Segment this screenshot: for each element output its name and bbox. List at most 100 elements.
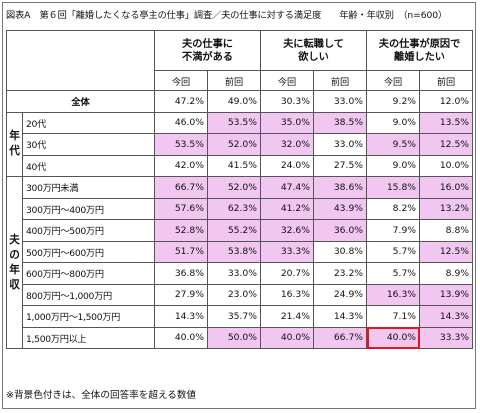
value-cell: 47.4% xyxy=(260,176,314,199)
value-cell: 52.8% xyxy=(154,219,208,242)
value-cell: 16.3% xyxy=(366,283,421,306)
value-cell: 40.0% xyxy=(154,326,208,349)
value-cell: 13.9% xyxy=(419,283,474,306)
row-label: 1,000万円～1,500万円 xyxy=(22,305,155,328)
table-row: 600万円～800万円 36.8% 33.0% 20.7% 23.2% 5.7% 8.9% xyxy=(7,262,474,285)
value-cell: 14.3% xyxy=(419,305,474,328)
column-subheader: 前回 xyxy=(312,70,368,91)
value-cell: 33.0% xyxy=(207,262,261,285)
value-cell: 30.8% xyxy=(312,240,368,263)
value-cell: 35.0% xyxy=(260,111,314,134)
value-cell: 12.5% xyxy=(419,240,474,263)
satisfaction-table: 夫の仕事に 不満がある 夫に転職して 欲しい 夫の仕事が原因で 離婚したい 今回 前回 今回 前回… xyxy=(6,30,474,349)
value-cell: 7.1% xyxy=(366,305,421,328)
value-cell: 10.0% xyxy=(419,154,474,177)
value-cell: 38.6% xyxy=(312,176,368,199)
value-cell: 21.4% xyxy=(260,305,314,328)
value-cell: 8.8% xyxy=(419,219,474,242)
value-cell: 51.7% xyxy=(154,240,208,263)
table-row: 1,000万円～1,500万円 14.3% 35.7% 21.4% 14.3% 7.1% 1… xyxy=(7,305,474,328)
group-label-char: 代 xyxy=(9,145,20,158)
value-cell: 33.3% xyxy=(419,326,474,349)
value-cell: 9.0% xyxy=(366,154,421,177)
column-subheader: 前回 xyxy=(419,70,474,91)
value-cell: 13.5% xyxy=(419,111,474,134)
value-cell: 53.5% xyxy=(154,133,208,156)
value-cell: 32.6% xyxy=(260,219,314,242)
value-cell: 12.0% xyxy=(419,90,474,113)
value-cell: 49.0% xyxy=(207,90,261,113)
group-label-char: の xyxy=(9,248,20,261)
corner-cell xyxy=(6,30,155,91)
value-cell: 52.0% xyxy=(207,133,261,156)
row-label: 20代 xyxy=(22,111,155,134)
value-cell: 5.7% xyxy=(366,240,421,263)
value-cell: 24.0% xyxy=(260,154,314,177)
column-subheader: 今回 xyxy=(154,70,208,91)
row-label: 300万円未満 xyxy=(22,176,155,199)
value-cell: 8.9% xyxy=(419,262,474,285)
column-header: 夫の仕事が原因で 離婚したい xyxy=(366,30,474,71)
value-cell: 14.3% xyxy=(154,305,208,328)
group-label-char: 年 xyxy=(9,130,20,143)
table-row: 300万円～400万円 57.6% 62.3% 41.2% 43.9% 8.2% 13.2% xyxy=(7,197,474,220)
table-row: 年代 20代 46.0% 53.5% 35.0% 38.5% 9.0% 13.5% xyxy=(6,111,474,177)
value-cell: 33.0% xyxy=(312,133,368,156)
figure-title: 図表A 第６回「離婚したくなる亭主の仕事」調査／夫の仕事に対する満足度 年齢・年… xyxy=(6,10,448,21)
value-cell: 53.8% xyxy=(207,240,261,263)
value-cell: 57.6% xyxy=(154,197,208,220)
value-cell: 36.0% xyxy=(312,219,368,242)
table-row: 1,500万円以上 40.0% 50.0% 40.0% 66.7% 40.0% 33.3% xyxy=(7,326,474,349)
value-cell: 7.9% xyxy=(366,219,421,242)
value-cell: 14.3% xyxy=(312,305,368,328)
column-header-line: 夫の仕事に xyxy=(182,38,233,50)
row-label: 500万円～600万円 xyxy=(22,240,155,263)
value-cell: 41.2% xyxy=(260,197,314,220)
row-label: 400万円～500万円 xyxy=(22,219,155,242)
value-cell: 55.2% xyxy=(207,219,261,242)
value-cell: 38.5% xyxy=(312,111,368,134)
footnote: ※背景色付きは、全体の回答率を超える数値 xyxy=(6,390,197,401)
header-row: 夫の仕事に 不満がある 夫に転職して 欲しい 夫の仕事が原因で 離婚したい xyxy=(6,30,474,91)
value-cell: 33.0% xyxy=(312,90,368,113)
row-label: 全体 xyxy=(6,90,155,113)
column-header-line: 離婚したい xyxy=(394,51,445,63)
row-label: 600万円～800万円 xyxy=(22,262,155,285)
table-row: 30代 53.5% 52.0% 32.0% 33.0% 9.5% 12.5% xyxy=(7,133,474,156)
value-cell: 66.7% xyxy=(312,326,368,349)
value-cell: 53.5% xyxy=(207,111,261,134)
group-label-char: 収 xyxy=(9,278,20,291)
value-cell: 27.9% xyxy=(154,283,208,306)
value-cell: 42.0% xyxy=(154,154,208,177)
table-row: 全体 47.2% 49.0% 30.3% 33.0% 9.2% 12.0% xyxy=(6,90,474,113)
value-cell: 47.2% xyxy=(154,90,208,113)
row-label: 1,500万円以上 xyxy=(22,326,155,349)
value-cell: 16.3% xyxy=(260,283,314,306)
group-label-char: 夫 xyxy=(9,233,20,246)
value-cell: 23.0% xyxy=(207,283,261,306)
value-cell: 5.7% xyxy=(366,262,421,285)
row-label: 300万円～400万円 xyxy=(22,197,155,220)
column-subheader: 今回 xyxy=(366,70,421,91)
table-row: 400万円～500万円 52.8% 55.2% 32.6% 36.0% 7.9% 8.8% xyxy=(7,219,474,242)
group-label: 年代 xyxy=(6,111,23,177)
value-cell: 12.5% xyxy=(419,133,474,156)
value-cell: 13.2% xyxy=(419,197,474,220)
group-label: 夫の年収 xyxy=(6,176,23,349)
column-header-line: 不満がある xyxy=(182,51,233,63)
value-cell: 36.8% xyxy=(154,262,208,285)
value-cell: 40.0% xyxy=(366,326,421,349)
value-cell: 43.9% xyxy=(312,197,368,220)
value-cell: 30.3% xyxy=(260,90,314,113)
value-cell: 33.3% xyxy=(260,240,314,263)
value-cell: 16.0% xyxy=(419,176,474,199)
column-header-line: 欲しい xyxy=(298,51,329,63)
value-cell: 24.9% xyxy=(312,283,368,306)
value-cell: 32.0% xyxy=(260,133,314,156)
value-cell: 52.0% xyxy=(207,176,261,199)
value-cell: 9.5% xyxy=(366,133,421,156)
value-cell: 35.7% xyxy=(207,305,261,328)
value-cell: 23.2% xyxy=(312,262,368,285)
value-cell: 15.8% xyxy=(366,176,421,199)
table-row: 800万円～1,000万円 27.9% 23.0% 16.3% 24.9% 16.3% 13… xyxy=(7,283,474,306)
